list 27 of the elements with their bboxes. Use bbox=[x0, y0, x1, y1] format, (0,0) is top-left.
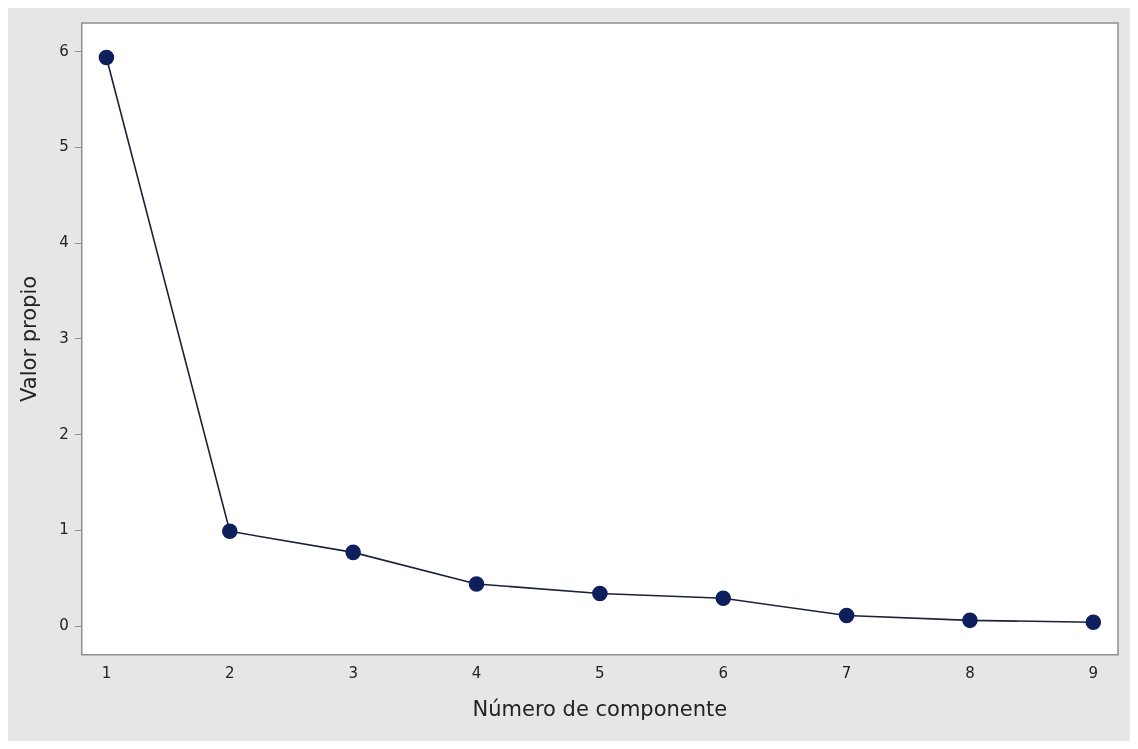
y-axis-title: Valor propio bbox=[17, 275, 42, 402]
x-axis-title: Número de componente bbox=[472, 696, 728, 721]
y-tick-label: 1 bbox=[59, 520, 69, 539]
y-tick-label: 4 bbox=[59, 233, 69, 252]
point bbox=[345, 544, 361, 561]
y-tick-label: 5 bbox=[59, 137, 69, 156]
y-tick-label: 3 bbox=[59, 328, 69, 347]
x-tick-label: 6 bbox=[718, 663, 729, 682]
point bbox=[98, 49, 115, 66]
y-tick-label: 6 bbox=[59, 41, 69, 60]
x-tick-label: 8 bbox=[965, 663, 975, 682]
x-tick-label: 5 bbox=[595, 663, 605, 682]
x-tick-label: 2 bbox=[225, 663, 235, 682]
point bbox=[592, 585, 608, 602]
x-tick-label: 4 bbox=[471, 663, 482, 682]
x-tick-label: 9 bbox=[1088, 663, 1099, 682]
point bbox=[715, 590, 732, 607]
point bbox=[468, 576, 485, 592]
point bbox=[838, 607, 855, 624]
x-tick-label: 1 bbox=[101, 663, 112, 682]
y-tick-label: 0 bbox=[59, 615, 69, 634]
point bbox=[1085, 614, 1102, 631]
x-tick-label: 3 bbox=[348, 663, 358, 682]
point bbox=[221, 523, 238, 540]
y-tick-label: 2 bbox=[59, 424, 69, 443]
point bbox=[962, 612, 978, 629]
x-tick-label: 7 bbox=[841, 663, 852, 682]
